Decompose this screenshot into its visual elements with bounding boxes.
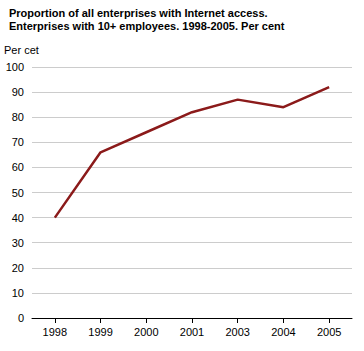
svg-text:Per cet: Per cet — [4, 44, 39, 56]
svg-text:70: 70 — [12, 136, 24, 148]
svg-text:0: 0 — [18, 312, 24, 324]
svg-text:50: 50 — [12, 187, 24, 199]
svg-text:2005: 2005 — [317, 326, 341, 338]
svg-text:1998: 1998 — [43, 326, 67, 338]
svg-text:40: 40 — [12, 212, 24, 224]
svg-text:2004: 2004 — [271, 326, 295, 338]
svg-text:100: 100 — [6, 61, 24, 73]
svg-text:2000: 2000 — [134, 326, 158, 338]
svg-text:Enterprises with 10+ employees: Enterprises with 10+ employees. 1998-200… — [9, 20, 285, 32]
svg-text:10: 10 — [12, 287, 24, 299]
svg-text:20: 20 — [12, 262, 24, 274]
svg-text:2001: 2001 — [180, 326, 204, 338]
svg-text:90: 90 — [12, 86, 24, 98]
svg-text:2003: 2003 — [225, 326, 249, 338]
svg-text:Proportion of all enterprises: Proportion of all enterprises with Inter… — [9, 7, 268, 19]
svg-text:1999: 1999 — [88, 326, 112, 338]
svg-text:30: 30 — [12, 237, 24, 249]
svg-text:80: 80 — [12, 111, 24, 123]
svg-text:60: 60 — [12, 161, 24, 173]
